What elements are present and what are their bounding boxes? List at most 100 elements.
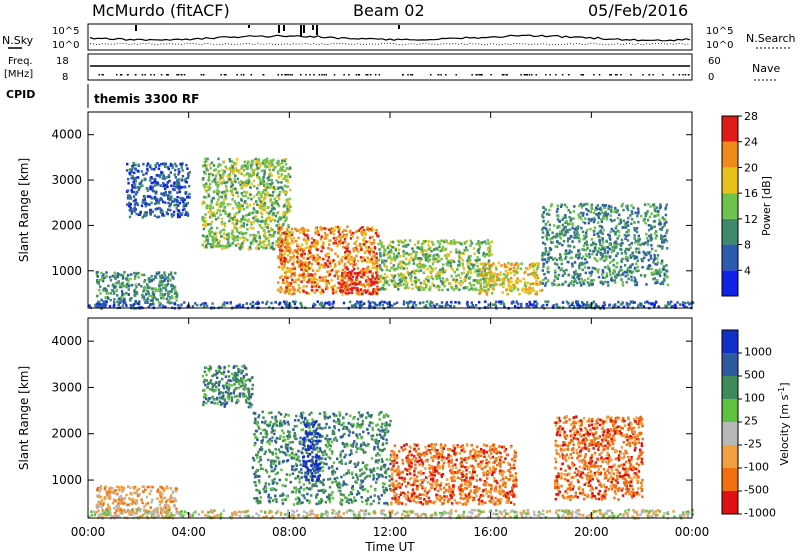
power-cell [156, 207, 159, 210]
power-cell [595, 304, 599, 308]
power-cell [381, 286, 384, 290]
power-cell [533, 263, 536, 266]
power-cell [499, 300, 502, 303]
power-cell [597, 213, 600, 217]
power-cell [573, 261, 577, 264]
power-cell [642, 250, 645, 254]
power-cell [349, 262, 352, 266]
power-cell [312, 256, 315, 260]
power-cell [485, 280, 488, 284]
power-cell [315, 259, 319, 263]
power-cell [370, 283, 373, 287]
power-cell [180, 178, 184, 181]
power-cell [272, 168, 275, 172]
power-cell [607, 207, 610, 211]
power-cell [443, 284, 446, 288]
power-cell [598, 231, 601, 234]
power-cell [93, 304, 97, 307]
power-cell [564, 233, 567, 237]
power-cell [331, 230, 334, 233]
power-cell [166, 279, 170, 282]
power-cell [384, 249, 387, 252]
power-cell [596, 207, 599, 211]
power-cell [578, 204, 581, 207]
power-cell [353, 286, 356, 290]
power-cell [285, 289, 288, 292]
power-cell [611, 259, 614, 263]
power-cell [287, 303, 290, 307]
power-cell [130, 176, 133, 180]
power-cell [105, 275, 108, 279]
power-cell [378, 264, 382, 267]
power-cell [223, 160, 226, 163]
power-cell [233, 200, 237, 203]
power-cell [158, 198, 162, 202]
power-cell [520, 262, 523, 265]
power-cell [433, 260, 436, 263]
power-cell [292, 286, 295, 289]
power-cell [103, 276, 106, 280]
power-cell [634, 239, 638, 243]
power-cell [569, 211, 572, 214]
power-cell [441, 267, 445, 270]
power-cell [548, 228, 551, 231]
power-cell [633, 279, 636, 283]
power-cell [283, 281, 287, 285]
power-cell [547, 300, 550, 303]
power-cell [614, 241, 617, 244]
velocity-heatmap-cells [88, 364, 694, 520]
power-cell [392, 246, 396, 249]
power-cell [424, 258, 428, 262]
power-cell [640, 303, 643, 306]
power-cell [95, 271, 98, 274]
power-cell [411, 303, 415, 306]
power-cell [279, 286, 282, 289]
power-cell [310, 244, 313, 248]
power-cell [653, 277, 657, 280]
power-cell [256, 244, 259, 247]
power-cell [370, 242, 373, 246]
power-cell [292, 236, 296, 240]
velocity-cell [132, 511, 135, 514]
power-cell [468, 261, 471, 265]
power-cell [547, 270, 550, 274]
power-cell [622, 219, 626, 223]
power-cell [553, 269, 557, 272]
power-cell [372, 288, 375, 291]
power-cell [209, 242, 212, 246]
power-cell [165, 289, 168, 292]
power-cell [303, 248, 306, 252]
power-cell [231, 187, 235, 191]
power-cell [263, 204, 267, 207]
power-cell [634, 256, 638, 259]
power-cell [478, 273, 481, 276]
power-cell [610, 276, 613, 280]
power-cell [269, 200, 272, 203]
power-cell [341, 241, 344, 245]
power-cell [408, 239, 412, 242]
power-cell [327, 256, 331, 259]
power-cell [636, 265, 640, 269]
power-cell [153, 214, 157, 217]
power-cell [411, 257, 415, 260]
power-cell [101, 303, 104, 306]
power-cell [166, 185, 169, 188]
power-cell [250, 160, 254, 163]
power-cell [213, 214, 216, 218]
power-cell [348, 250, 351, 254]
power-cell [239, 245, 243, 249]
power-cell [152, 181, 156, 184]
power-cell [315, 284, 318, 288]
power-cell [488, 269, 491, 272]
power-cell [281, 288, 284, 291]
power-cell [655, 279, 658, 282]
power-cell [170, 213, 174, 217]
power-cell [544, 234, 547, 238]
nsky-spike [300, 25, 302, 37]
power-cell [317, 269, 320, 273]
power-cell [288, 231, 292, 234]
power-cell [188, 184, 191, 188]
power-cell [582, 282, 585, 285]
power-cell [205, 235, 209, 238]
power-cell [336, 277, 340, 280]
